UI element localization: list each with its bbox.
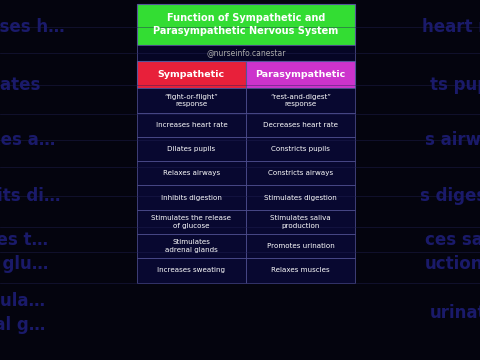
FancyBboxPatch shape: [246, 234, 355, 258]
FancyBboxPatch shape: [246, 137, 355, 161]
Text: ts pupils: ts pupils: [430, 76, 480, 94]
Text: Relaxes airways: Relaxes airways: [163, 170, 220, 176]
Text: Increases heart rate: Increases heart rate: [156, 122, 227, 128]
Text: Inhibits di…: Inhibits di…: [0, 187, 60, 205]
Text: heart rate: heart rate: [422, 18, 480, 36]
Text: @nurseinfo.canestar: @nurseinfo.canestar: [206, 49, 286, 58]
FancyBboxPatch shape: [246, 88, 355, 112]
Text: Stimula…
adrenal g…: Stimula… adrenal g…: [0, 292, 46, 334]
Text: Relaxes muscles: Relaxes muscles: [271, 267, 330, 274]
Text: Decreases heart rate: Decreases heart rate: [263, 122, 338, 128]
Text: urination: urination: [430, 304, 480, 322]
FancyBboxPatch shape: [137, 137, 246, 161]
FancyBboxPatch shape: [137, 61, 246, 88]
FancyBboxPatch shape: [246, 112, 355, 137]
FancyBboxPatch shape: [137, 88, 246, 112]
Text: Stimulates
adrenal glands: Stimulates adrenal glands: [165, 239, 218, 253]
Text: Increases sweating: Increases sweating: [157, 267, 226, 274]
FancyBboxPatch shape: [137, 185, 246, 210]
FancyBboxPatch shape: [246, 61, 355, 88]
Text: Dilates: Dilates: [0, 76, 41, 94]
Text: ces saliva
uction: ces saliva uction: [425, 231, 480, 273]
Text: Constricts pupils: Constricts pupils: [271, 146, 330, 152]
FancyBboxPatch shape: [137, 234, 246, 258]
Text: s digestion: s digestion: [420, 187, 480, 205]
FancyBboxPatch shape: [137, 161, 246, 185]
Text: Stimulates the release
of glucose: Stimulates the release of glucose: [151, 215, 231, 229]
Text: Sympathetic: Sympathetic: [158, 70, 225, 79]
FancyBboxPatch shape: [246, 161, 355, 185]
Text: “fight-or-flight”
response: “fight-or-flight” response: [165, 94, 218, 107]
FancyBboxPatch shape: [246, 210, 355, 234]
Text: Constricts airways: Constricts airways: [268, 170, 333, 176]
FancyBboxPatch shape: [246, 185, 355, 210]
Text: Promotes urination: Promotes urination: [267, 243, 335, 249]
Text: Inhibits digestion: Inhibits digestion: [161, 194, 222, 201]
Text: Stimulates digestion: Stimulates digestion: [264, 194, 337, 201]
FancyBboxPatch shape: [246, 258, 355, 283]
Text: Dilates pupils: Dilates pupils: [168, 146, 216, 152]
Text: Increases h…: Increases h…: [0, 18, 65, 36]
Text: Stimulates t…
of glu…: Stimulates t… of glu…: [0, 231, 48, 273]
Text: Parasympathetic: Parasympathetic: [255, 70, 346, 79]
Text: “rest-and-digest”
response: “rest-and-digest” response: [270, 94, 331, 107]
Text: Relaxes a…: Relaxes a…: [0, 131, 55, 149]
Text: s airways: s airways: [425, 131, 480, 149]
FancyBboxPatch shape: [137, 45, 355, 61]
FancyBboxPatch shape: [137, 210, 246, 234]
FancyBboxPatch shape: [137, 112, 246, 137]
Text: Stimulates saliva
production: Stimulates saliva production: [270, 215, 331, 229]
FancyBboxPatch shape: [137, 4, 355, 45]
FancyBboxPatch shape: [137, 258, 246, 283]
Text: Function of Sympathetic and
Parasympathetic Nervous System: Function of Sympathetic and Parasympathe…: [154, 13, 338, 36]
